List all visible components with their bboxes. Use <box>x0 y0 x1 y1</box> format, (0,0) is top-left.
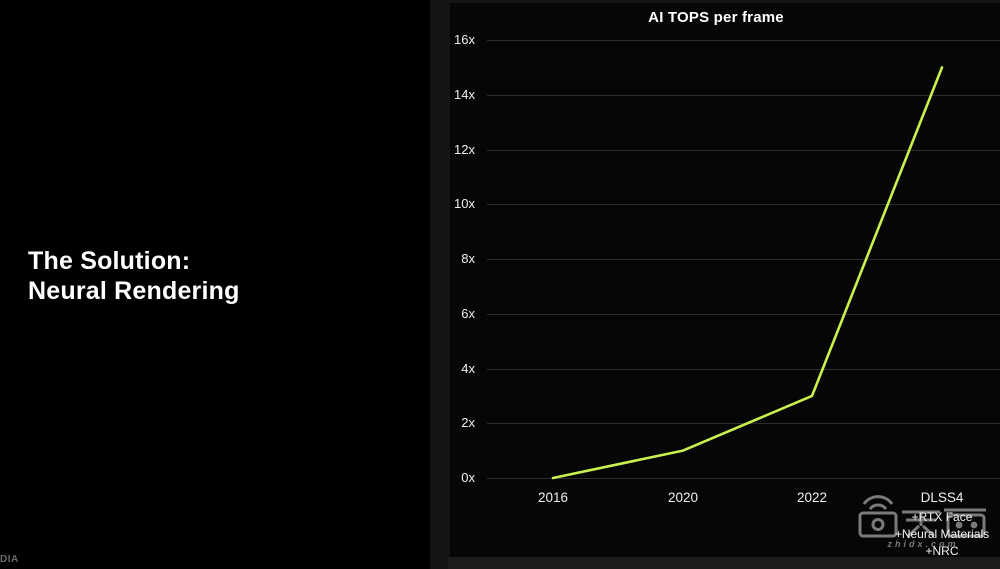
slide-title-line-1: The Solution: <box>28 247 191 275</box>
chart-panel: AI TOPS per frame 16x 14x 12x 10x 8x 6x 4x 2x 0x… <box>450 3 1000 560</box>
dlss4-sublabel: +NRC <box>925 544 959 558</box>
y-tick-label: 16x <box>454 32 475 47</box>
line-chart-canvas <box>551 66 944 480</box>
y-tick-label: 6x <box>461 305 475 321</box>
gridline <box>487 94 1000 96</box>
x-tick-label: 2016 <box>537 490 569 505</box>
slide-title: The Solution: Neural Rendering <box>28 246 240 306</box>
y-tick-label: 10x <box>454 196 475 212</box>
y-tick-label: 2x <box>461 415 475 431</box>
gridline <box>487 149 1000 151</box>
y-tick-label: 8x <box>461 251 475 266</box>
y-tick-label: 0x <box>461 470 475 485</box>
y-tick-label: 12x <box>454 141 475 157</box>
x-tick-label: 2020 <box>667 490 699 505</box>
gridline <box>487 204 1000 206</box>
dlss4-sublabel: +RTX Face <box>911 510 973 524</box>
gridline <box>487 478 1000 479</box>
dlss4-sublabel: +Neural Materials <box>894 527 990 541</box>
y-tick-label: 14x <box>454 86 475 102</box>
chart-frame-bottom-strip <box>448 557 1000 569</box>
chart-title: AI TOPS per frame <box>648 9 784 26</box>
dlss4-sublabels: +RTX Face +Neural Materials +NRC <box>862 509 1000 560</box>
nvidia-logo-fragment: DIA <box>0 554 19 565</box>
y-tick-label: 4x <box>461 360 475 376</box>
gridline <box>487 40 1000 41</box>
gridline <box>487 313 1000 315</box>
gridline <box>487 259 1000 260</box>
gridline <box>487 368 1000 370</box>
slide-title-line-2: Neural Rendering <box>28 277 240 305</box>
chart-frame: AI TOPS per frame 16x 14x 12x 10x 8x 6x 4x 2x 0x… <box>430 0 1000 569</box>
x-tick-label: 2022 <box>796 490 828 505</box>
x-tick-label: DLSS4 <box>920 490 964 505</box>
ai-tops-line-series <box>551 66 944 480</box>
